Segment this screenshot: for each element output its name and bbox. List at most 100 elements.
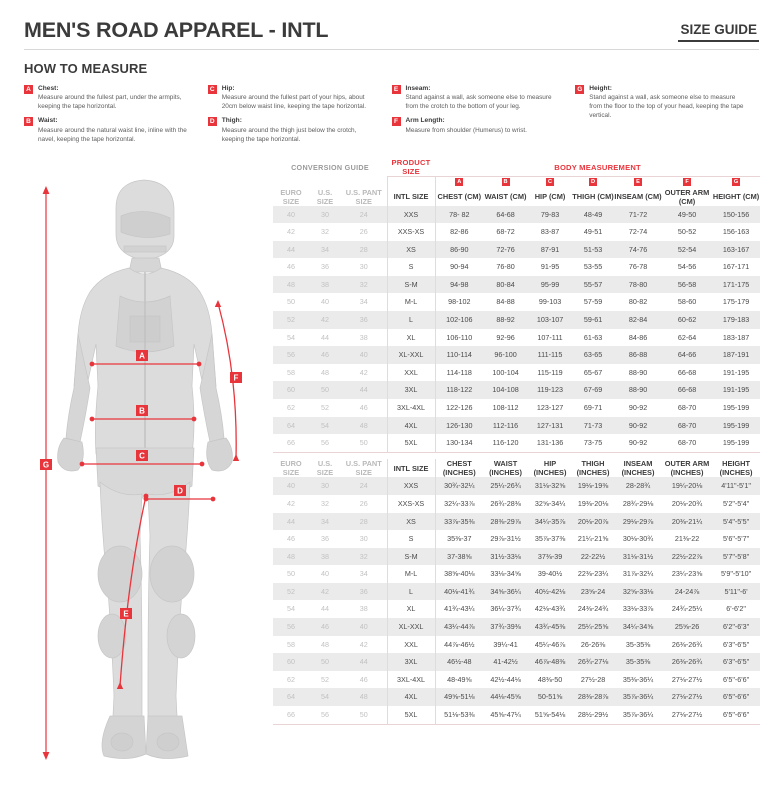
cell-cm-2: 34: [359, 297, 368, 307]
cell-in-3: XL-XXL: [386, 618, 436, 636]
cell-in-3: M-L: [386, 565, 436, 583]
cell-cm-6: 119-123: [537, 385, 563, 395]
measure-item-arm-length: F Arm Length: Measure from shoulder (Hum…: [391, 116, 562, 137]
marker-badge-f-icon: F: [391, 117, 401, 127]
cell-in-9: 27⅛-27½: [671, 692, 703, 702]
cell-cm-7: 48-49: [583, 209, 603, 219]
cell-in-9: 23¼-23⅝: [671, 569, 703, 579]
cell-cm-1: 56: [309, 434, 341, 453]
cell-cm-3: XS: [386, 240, 436, 259]
cell-cm-6: 91-95: [540, 262, 560, 272]
cell-cm-5: 64-68: [496, 209, 515, 219]
measure-text-waist: Measure around the natural waist line, i…: [38, 126, 187, 144]
cell-cm-8: 80-82: [628, 297, 648, 307]
th-euro-size-in: EURO SIZE: [280, 459, 302, 478]
cell-cm-8: 90-92: [614, 434, 663, 453]
cell-cm-8: 90-92: [628, 403, 648, 413]
table-row: 66 56 50 5XL 130-134 116-120 131-136 73-75 90-92…: [273, 434, 761, 453]
cell-in-5: 41-42½: [493, 657, 518, 667]
cell-in-10: 6'3"-6'5": [722, 639, 750, 649]
cell-in-6: 51⅝-54⅛: [528, 706, 573, 725]
cell-cm-10: 179-183: [722, 315, 750, 325]
cell-in-9: 20⅜-21¼: [671, 516, 703, 526]
cell-in-9: 24¾-25¼: [671, 604, 703, 614]
cell-cm-3: S: [386, 258, 436, 276]
cell-in-10: 5'4"-5'5": [722, 516, 750, 526]
cell-in-3: L: [386, 582, 436, 601]
cell-in-4: 40⅛-41¾: [434, 582, 484, 601]
cell-in-7: 21¼-21⅝: [577, 534, 609, 544]
cell-in-0: 48: [287, 551, 295, 561]
cell-in-4: 41¾-43¼: [434, 600, 484, 619]
badge-cell-g: G: [712, 176, 761, 188]
cell-cm-7: 69-71: [583, 403, 603, 413]
cell-cm-4: 94-98: [434, 275, 484, 294]
cell-cm-4: 126-130: [434, 416, 484, 435]
th-us-pant-size-in: U.S. PANT SIZE: [345, 459, 382, 478]
cell-cm-7: 59-61: [583, 315, 603, 325]
measure-item-hip: C Hip: Measure around the fullest part o…: [207, 84, 378, 114]
measure-label-chest: Chest:: [38, 84, 59, 92]
cell-in-5: 42½-44⅛: [490, 674, 521, 684]
table-row: 62 52 46 3XL-4XL 48-49⅝ 42½-44⅛ 48⅜-50 27½-28 35…: [273, 670, 760, 689]
cell-cm-8: 90-92: [628, 420, 648, 430]
table-row: 66 56 50 5XL 51⅛-53⅜ 45⅝-47¼ 51⅝-54⅛ 28½-29½ 35⅞…: [273, 706, 761, 725]
measure-text-chest: Measure around the fullest part, under t…: [38, 94, 182, 111]
table-row: 54 44 38 XL 41¾-43¼ 36¼-37¾ 42⅛-43¾ 24⅜-24¾ 33⅛-…: [273, 600, 760, 619]
inches-header-row: EURO SIZE U.S. SIZE U.S. PANT SIZE INTL …: [273, 459, 760, 478]
marker-badge-c-icon: C: [207, 84, 217, 94]
cell-cm-3: XXL: [386, 363, 436, 382]
marker-badge-g-icon: G: [575, 84, 585, 94]
cell-in-8: 29⅛-29⅞: [622, 516, 654, 526]
cell-cm-10: 191-195: [722, 367, 750, 377]
cell-cm-2: 24: [359, 209, 368, 219]
table-row: 60 50 44 3XL 118-122 104-108 119-123 67-69 88-90…: [273, 381, 761, 400]
table-row: 46 36 30 S 35⅜-37 29⅞-31½ 35⅞-37⅜ 21¼-21⅝ 30⅛-30…: [273, 530, 760, 548]
cell-cm-5: 100-104: [492, 367, 519, 377]
cell-in-5: 36¼-37¾: [490, 604, 521, 614]
measure-label-arm-length: Arm Length:: [405, 117, 445, 125]
svg-text:D: D: [177, 487, 183, 496]
table-row: 40 30 24 XXS 78- 82 64-68 79-83 48-49 71-72 49-50…: [273, 205, 761, 224]
table-row: 50 40 34 M-L 38⅝-40⅛ 33⅛-34⅝ 39-40½ 22⅜-23¼ 31⅞-…: [273, 565, 760, 583]
cell-in-5: 25¼-26¾: [490, 481, 521, 491]
table-row: 40 30 24 XXS 30¾-32¼ 25¼-26¾ 31⅛-32⅝ 19⅛-19⅜ 28-…: [273, 477, 761, 495]
svg-text:F: F: [234, 374, 239, 383]
cell-in-8: 31⅞-32¼: [622, 569, 654, 579]
cell-cm-3: XXS: [386, 205, 436, 224]
cell-cm-9: 68-70: [662, 434, 713, 453]
cell-cm-3: 3XL-4XL: [386, 399, 436, 417]
cell-in-10: 5'9"-5'10": [720, 569, 752, 579]
cell-in-1: 42: [321, 586, 329, 596]
cell-cm-0: 60: [287, 385, 295, 395]
cell-in-5: 39¼-41: [493, 639, 518, 649]
cell-in-3: XL: [386, 600, 436, 619]
cell-cm-7: 63-65: [583, 350, 603, 360]
cell-in-2: 44: [359, 657, 368, 667]
cell-in-0: 40: [287, 481, 295, 491]
cell-cm-10: 195-199: [712, 434, 761, 453]
cell-in-0: 62: [287, 674, 295, 684]
cell-cm-9: 66-68: [677, 367, 697, 377]
cell-in-3: 4XL: [386, 688, 436, 707]
cell-cm-0: 48: [287, 279, 295, 289]
cell-in-9: 24-24⅞: [674, 586, 700, 596]
badge-cell-c: C: [528, 176, 573, 188]
table-row: 58 48 42 XXL 114-118 100-104 115-119 65-67 88-90…: [273, 363, 760, 382]
cell-in-6: 40½-42⅛: [534, 586, 566, 596]
cell-in-6: 35⅞-37⅜: [534, 534, 566, 544]
cell-in-7: 24⅜-24¾: [577, 604, 609, 614]
cell-in-9: 25⅝-26: [674, 622, 700, 632]
table-row: 60 50 44 3XL 46½-48 41-42½ 46⅞-48⅜ 26¾-27⅛ 35-35…: [273, 653, 761, 671]
badge-g-icon: G: [732, 178, 741, 187]
cell-in-3: XXS-XS: [386, 494, 436, 513]
table-row: 56 46 40 XL-XXL 43¼-44⅞ 37¾-39⅜ 43¾-45⅜ 25¼-25⅝…: [273, 618, 761, 636]
cell-cm-0: 58: [287, 367, 295, 377]
th-us-size-cm: U.S. SIZE: [316, 187, 334, 206]
cell-in-6: 31⅛-32⅝: [534, 481, 566, 491]
cell-cm-10: 191-195: [722, 385, 750, 395]
cell-cm-6: 87-91: [540, 244, 560, 254]
cell-in-8: 33⅛-33⅞: [622, 604, 654, 614]
cell-cm-8: 78-80: [628, 279, 648, 289]
cell-cm-0: 44: [287, 244, 295, 254]
